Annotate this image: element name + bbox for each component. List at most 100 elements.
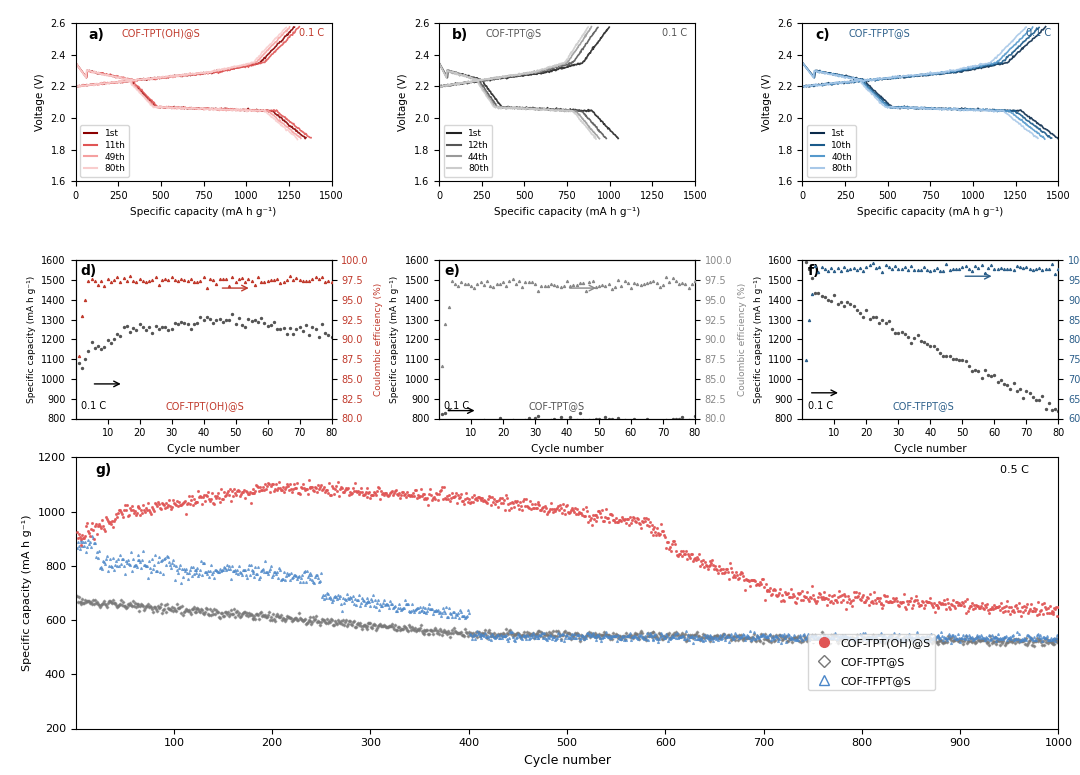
- Point: [633, 631, 650, 643]
- Point: [309, 569, 326, 581]
- Point: [85, 532, 103, 545]
- Point: [114, 321, 132, 333]
- Point: [266, 612, 283, 625]
- Point: [514, 415, 531, 427]
- Point: [1038, 632, 1055, 645]
- Point: [564, 504, 581, 516]
- Point: [239, 487, 256, 500]
- Point: [733, 632, 751, 645]
- Point: [578, 628, 595, 640]
- Point: [382, 620, 400, 632]
- Point: [892, 597, 909, 609]
- Point: [147, 270, 164, 283]
- Point: [800, 595, 818, 608]
- Point: [258, 483, 275, 495]
- Point: [789, 587, 807, 599]
- Point: [367, 594, 384, 606]
- Point: [663, 629, 680, 642]
- Point: [645, 523, 662, 536]
- Point: [188, 605, 205, 618]
- Point: [768, 629, 785, 642]
- Point: [495, 276, 512, 288]
- Point: [968, 629, 985, 641]
- Point: [262, 274, 280, 286]
- Point: [430, 604, 447, 617]
- Point: [216, 490, 233, 502]
- Point: [297, 483, 314, 495]
- Point: [372, 618, 389, 631]
- Point: [194, 607, 212, 619]
- Point: [244, 487, 261, 500]
- Point: [706, 632, 724, 644]
- Point: [508, 628, 525, 640]
- Point: [618, 627, 635, 639]
- Point: [413, 625, 430, 637]
- Point: [418, 623, 435, 636]
- Point: [944, 599, 961, 611]
- Point: [486, 632, 503, 644]
- Point: [672, 547, 689, 560]
- Point: [180, 604, 198, 617]
- Point: [1039, 634, 1056, 646]
- Point: [664, 631, 681, 643]
- Point: [954, 354, 971, 367]
- Point: [262, 480, 280, 492]
- Point: [258, 566, 275, 578]
- Point: [1040, 397, 1057, 409]
- Point: [510, 498, 527, 511]
- Point: [233, 272, 251, 284]
- Point: [419, 492, 436, 505]
- Point: [859, 634, 876, 646]
- Point: [359, 491, 376, 503]
- Point: [75, 598, 92, 610]
- Point: [187, 603, 204, 615]
- Point: [224, 485, 241, 498]
- Point: [941, 601, 958, 613]
- Point: [650, 632, 667, 645]
- Point: [71, 596, 89, 608]
- Point: [794, 594, 811, 606]
- Point: [491, 412, 509, 425]
- Point: [131, 605, 148, 618]
- Point: [602, 508, 619, 521]
- Point: [404, 623, 421, 636]
- Point: [923, 599, 941, 611]
- Point: [640, 627, 658, 639]
- Point: [299, 488, 316, 501]
- Point: [320, 275, 337, 288]
- Point: [98, 513, 116, 525]
- Point: [710, 634, 727, 646]
- Point: [561, 507, 578, 519]
- Point: [829, 630, 847, 642]
- Point: [396, 487, 414, 500]
- Point: [87, 597, 105, 609]
- Point: [694, 635, 712, 647]
- Point: [891, 600, 908, 612]
- Point: [851, 634, 868, 646]
- Point: [867, 598, 885, 610]
- Point: [233, 486, 251, 498]
- Point: [487, 631, 504, 643]
- Point: [434, 626, 451, 639]
- Point: [660, 636, 677, 648]
- Point: [660, 536, 677, 549]
- Point: [837, 629, 854, 641]
- Point: [1034, 630, 1051, 642]
- Point: [160, 556, 177, 569]
- Point: [544, 631, 562, 643]
- Point: [634, 516, 651, 529]
- Point: [283, 615, 300, 627]
- Point: [80, 345, 97, 357]
- Point: [880, 630, 897, 642]
- Point: [796, 632, 813, 645]
- Point: [661, 632, 678, 645]
- Point: [323, 276, 340, 288]
- Point: [133, 562, 150, 574]
- Point: [86, 519, 104, 532]
- Point: [714, 632, 731, 645]
- Point: [1009, 626, 1026, 639]
- Point: [1044, 606, 1062, 618]
- Point: [296, 565, 313, 577]
- Point: [841, 298, 859, 310]
- Point: [807, 630, 824, 642]
